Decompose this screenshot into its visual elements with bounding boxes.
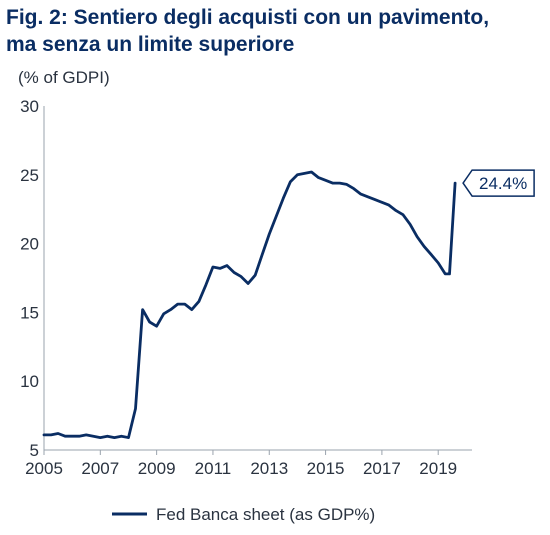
chart-title-line-1: Fig. 2: Sentiero degli acquisti con un p… [6,6,490,29]
x-tick-label: 2007 [81,459,119,478]
y-tick-label: 25 [20,166,39,185]
callout-box [462,169,535,197]
y-axis-label: (% of GDPI) [18,68,110,87]
x-tick-label: 2011 [195,459,232,478]
x-tick-label: 2019 [419,459,457,478]
x-tick-label: 2013 [250,459,288,478]
series-line [42,170,457,439]
value-callout: 24.4% [462,169,535,197]
y-axis: 5 10 15 20 25 30 [20,97,45,460]
y-tick-label: 20 [20,235,39,254]
chart-title-line-2: ma senza un limite superiore [6,33,295,56]
x-tick-label: 2017 [363,459,401,478]
y-tick-label: 10 [20,372,39,391]
x-tick-label: 2005 [25,459,63,478]
y-tick-label: 5 [30,441,39,460]
x-tick-label: 2009 [138,459,176,478]
callout-label: 24.4% [479,174,527,193]
legend: Fed Banca sheet (as GDP%) [112,505,375,524]
chart-title: Fig. 2: Sentiero degli acquisti con un p… [6,4,546,58]
x-tick-label: 2015 [307,459,345,478]
x-axis: 2005 2007 2009 2011 2013 2015 2017 2019 [25,449,472,478]
y-tick-label: 30 [20,97,39,116]
series-layer [42,170,457,439]
legend-label: Fed Banca sheet (as GDP%) [156,505,375,524]
y-tick-label: 15 [20,303,39,322]
